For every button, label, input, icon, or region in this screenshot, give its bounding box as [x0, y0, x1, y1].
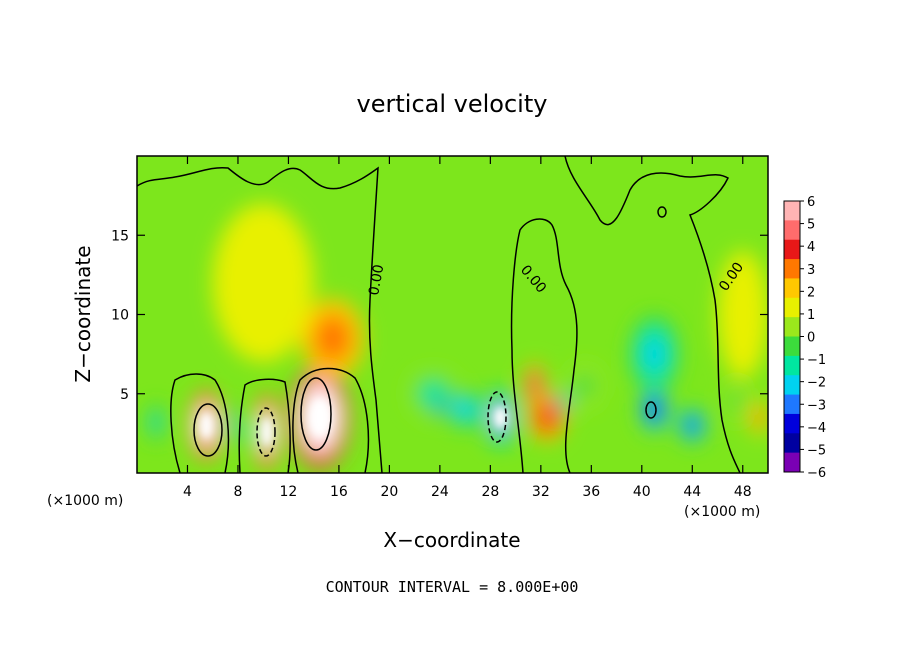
zero-contours: [137, 156, 741, 473]
colorbar-swatch-4: [784, 278, 800, 299]
colorbar-swatch-9: [784, 375, 800, 396]
colorbar-label-6: 0: [807, 331, 815, 346]
velocity-cell-6-level-3: [319, 322, 346, 355]
colorbar-label-5: 1: [807, 308, 815, 323]
velocity-cell-12-level-3: [539, 408, 555, 428]
colorbar-swatch-13: [784, 452, 800, 473]
zero-contour-cell-2: [238, 378, 291, 473]
velocity-cell-3-core: [262, 418, 272, 446]
colorbar-label-12: −6: [807, 466, 826, 481]
velocity-cell-10-core: [494, 407, 507, 428]
colorbar-label-7: −1: [807, 353, 826, 368]
colorbar-swatch-6: [784, 317, 800, 337]
x-axis: 4 8 12 16 20 24 28 32 36 40 44 48: [183, 156, 752, 500]
velocity-cell-9-level-3: [458, 401, 472, 418]
velocity-cell-17-level-3: [686, 417, 699, 434]
colorbar-label-11: −5: [807, 443, 826, 458]
x-tick-label-1: 8: [233, 484, 242, 500]
core-contour-5: [645, 401, 657, 419]
colorbar-swatch-7: [784, 336, 800, 357]
colorbar-swatch-12: [784, 433, 800, 454]
colorbar-swatch-11: [784, 413, 800, 434]
velocity-field: [137, 156, 768, 473]
colorbar: 6 5 4 3 2 1 0 −1 −2 −3 −4 −5 −6: [783, 195, 826, 481]
colorbar-label-4: 2: [807, 285, 815, 300]
core-contour-4: [487, 391, 507, 443]
velocity-cell-19-level-3: [755, 409, 763, 426]
velocity-cell-5-core: [310, 399, 330, 436]
velocity-cell-15-level-3: [644, 338, 665, 370]
x-tick-label-9: 40: [633, 484, 651, 500]
zero-contour-middle: [510, 218, 578, 473]
zero-contour-upper: [137, 166, 383, 473]
x-tick-label-6: 28: [481, 484, 499, 500]
x-unit-label-right: (×1000 m): [684, 504, 760, 520]
colorbar-swatch-5: [784, 297, 800, 318]
x-tick-label-2: 12: [280, 484, 298, 500]
velocity-cell-13-level-3: [561, 397, 567, 406]
colorbar-label-0: 6: [807, 195, 815, 210]
core-contour-3: [300, 377, 332, 451]
y-tick-label-2: 15: [111, 228, 129, 244]
x-tick-label-8: 36: [582, 484, 600, 500]
y-tick-label-0: 5: [120, 387, 129, 403]
core-contour-1: [193, 403, 223, 457]
velocity-cells: [147, 203, 768, 470]
velocity-cell-21-level-3: [732, 289, 753, 340]
y-axis: 5 10 15: [111, 228, 768, 403]
y-axis-title: Z−coordinate: [71, 245, 95, 382]
zero-contour-cell-3: [292, 367, 370, 473]
core-contour-2: [256, 407, 276, 457]
contour-interval-note: CONTOUR INTERVAL = 8.000E+00: [326, 578, 579, 596]
colorbar-label-1: 5: [807, 218, 815, 233]
contour-label-1: 0.00: [366, 263, 387, 296]
x-axis-title: X−coordinate: [383, 528, 520, 552]
zero-contour-right: [564, 156, 741, 473]
colorbar-swatch-0: [784, 201, 800, 221]
x-tick-label-5: 24: [431, 484, 449, 500]
colorbar-swatch-3: [784, 259, 800, 279]
colorbar-label-9: −3: [807, 398, 826, 413]
y-tick-label-1: 10: [111, 308, 129, 324]
colorbar-swatch-1: [784, 220, 800, 241]
x-tick-label-3: 16: [330, 484, 348, 500]
velocity-cell-8-level-3: [437, 401, 443, 412]
x-tick-label-7: 32: [532, 484, 550, 500]
colorbar-label-8: −2: [807, 376, 826, 391]
x-unit-label-left: (×1000 m): [47, 493, 123, 509]
x-tick-label-0: 4: [183, 484, 192, 500]
colorbar-label-2: 4: [807, 240, 815, 255]
x-tick-label-11: 48: [734, 484, 752, 500]
colorbar-swatch-8: [784, 355, 800, 376]
velocity-cell-0-level-3: [152, 414, 160, 430]
velocity-cores: [200, 399, 507, 446]
x-tick-label-4: 20: [380, 484, 398, 500]
velocity-cell-16-level-3: [648, 400, 661, 420]
velocity-cell-20-level-3: [243, 251, 284, 315]
velocity-cell-18-level-3: [732, 392, 741, 412]
colorbar-label-3: 3: [807, 263, 815, 278]
velocity-cell-4-level-3: [252, 425, 257, 441]
colorbar-label-10: −4: [807, 421, 826, 436]
zero-contour-cell-1: [170, 373, 230, 473]
x-tick-label-10: 44: [683, 484, 701, 500]
core-contour-6: [657, 206, 667, 218]
velocity-cell-14-level-3: [577, 376, 593, 396]
chart-title: vertical velocity: [357, 90, 548, 118]
velocity-cell-2-level-3: [230, 415, 236, 436]
velocity-cell-1-core: [200, 412, 212, 439]
colorbar-swatch-10: [784, 394, 800, 415]
colorbar-swatch-2: [784, 239, 800, 260]
velocity-cell-11-level-3: [530, 376, 539, 396]
